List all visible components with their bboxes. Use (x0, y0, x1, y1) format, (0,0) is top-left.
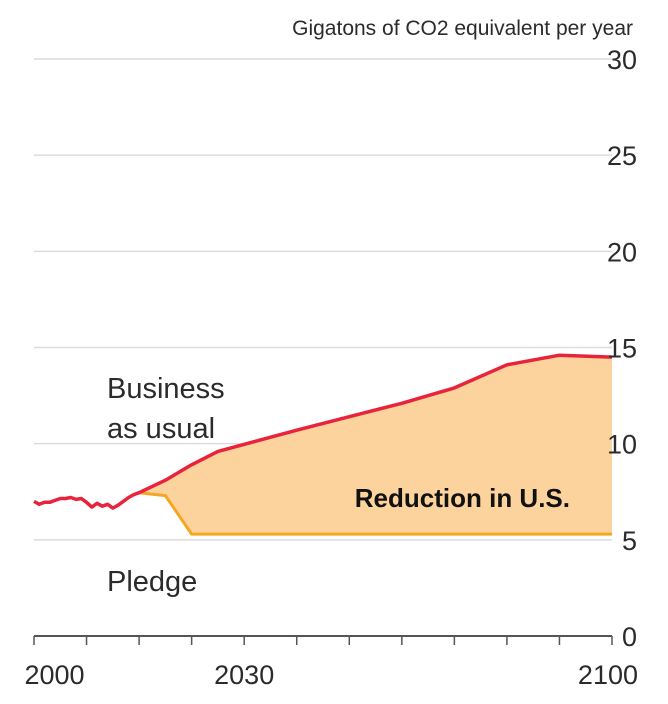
x-tick-label-2100: 2100 (578, 660, 638, 690)
units-label: Gigatons of CO2 equivalent per year (292, 17, 633, 40)
y-tick-0: 0 (622, 622, 637, 652)
bau-label-line2: as usual (107, 413, 215, 445)
y-tick-25: 25 (607, 141, 637, 171)
business-as-usual-line (33, 353, 613, 510)
grid-lines (34, 58, 612, 541)
y-tick-5: 5 (622, 526, 637, 556)
x-tick-label-2000: 2000 (25, 660, 85, 690)
pledge-line (138, 491, 612, 536)
y-tick-20: 20 (607, 237, 637, 267)
x-axis (33, 635, 613, 645)
y-tick-labels: 0 5 10 15 20 25 30 (607, 45, 637, 652)
y-tick-15: 15 (607, 334, 637, 364)
pledge-label: Pledge (107, 566, 197, 598)
y-tick-10: 10 (607, 430, 637, 460)
x-tick-label-2030: 2030 (214, 660, 274, 690)
x-tick-labels: 2000 2030 2100 (25, 660, 638, 690)
bau-label-line1: Business (107, 373, 225, 405)
reduction-area (139, 355, 612, 535)
y-tick-30: 30 (607, 45, 637, 75)
reduction-label: Reduction in U.S. (355, 483, 570, 513)
